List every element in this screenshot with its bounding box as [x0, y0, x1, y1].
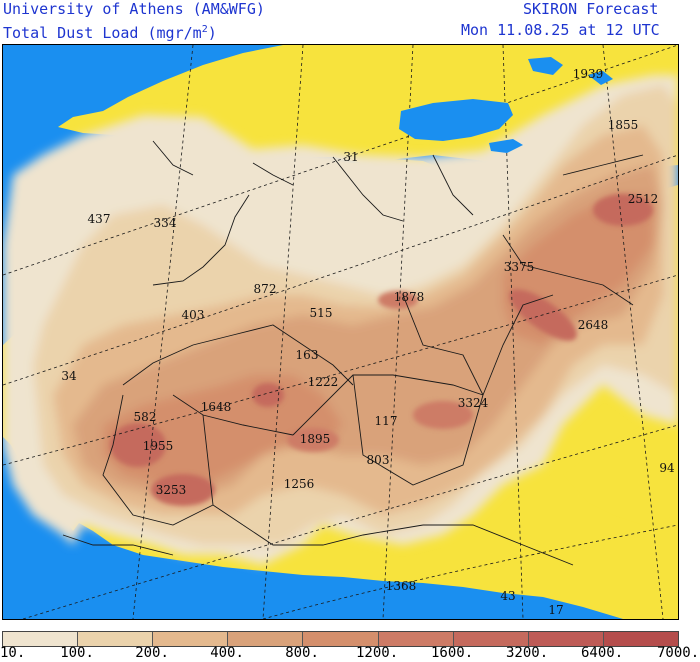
- map-value-label: 117: [375, 414, 398, 428]
- map-value-label: 582: [134, 410, 157, 424]
- map-value-label: 3253: [156, 483, 187, 497]
- dust-level-800: [103, 375, 343, 485]
- map-value-label: 43: [500, 589, 515, 603]
- map-value-label: 2648: [578, 318, 609, 332]
- dust-peak: [252, 383, 284, 407]
- legend-swatch: [378, 632, 454, 646]
- graticule: [3, 45, 678, 619]
- legend-break-label: 1600.: [431, 645, 474, 661]
- map-value-label: 3375: [504, 260, 535, 274]
- legend-break-label: 200.: [135, 645, 169, 661]
- map-value-label: 803: [367, 453, 390, 467]
- legend-swatch: [78, 632, 154, 646]
- map-value-label: 334: [154, 216, 177, 230]
- map-value-label: 1939: [573, 67, 604, 81]
- legend-break-label: 7000.: [657, 645, 700, 661]
- legend-break-label: 10.: [0, 645, 26, 661]
- map-value-label: 1368: [386, 579, 417, 593]
- legend-swatch: [3, 632, 79, 646]
- legend-swatch: [153, 632, 229, 646]
- map-value-label: 17: [548, 603, 563, 617]
- header-institution: University of Athens (AM&WFG): [3, 0, 265, 18]
- legend-break-label: 800.: [285, 645, 319, 661]
- header-model: SKIRON Forecast: [523, 0, 659, 18]
- legend-swatch: [228, 632, 304, 646]
- map-value-label: 34: [61, 369, 77, 383]
- header-valid-time: Mon 11.08.25 at 12 UTC: [461, 21, 660, 39]
- header-product: Total Dust Load (mgr/m2): [3, 20, 217, 43]
- inland-seas: [399, 57, 613, 153]
- legend-swatch: [453, 632, 529, 646]
- map-value-label: 94: [659, 461, 675, 475]
- legend-break-label: 6400.: [581, 645, 624, 661]
- map-value-label: 163: [296, 348, 319, 362]
- dust-peak: [287, 428, 339, 452]
- dust-peak: [593, 194, 653, 226]
- legend-swatch: [303, 632, 379, 646]
- legend-break-label: 100.: [60, 645, 94, 661]
- map-value-label: 437: [88, 212, 111, 226]
- borders: [62, 140, 644, 566]
- map-value-label: 31: [343, 150, 358, 164]
- map-value-label: 1855: [608, 118, 639, 132]
- map-value-label: 3324: [458, 396, 489, 410]
- dust-peak: [151, 474, 215, 506]
- map-value-label: 1222: [308, 375, 339, 389]
- map-value-label: 1955: [143, 439, 174, 453]
- dust-field: [3, 75, 678, 565]
- dust-peak: [413, 401, 473, 429]
- map-value-label: 403: [182, 308, 205, 322]
- legend-break-label: 1200.: [356, 645, 399, 661]
- map-value-label: 1895: [300, 432, 331, 446]
- legend-break-label: 3200.: [506, 645, 549, 661]
- product-close: ): [207, 24, 217, 42]
- product-label: Total Dust Load (mgr/m: [3, 24, 202, 42]
- legend-break-label: 400.: [210, 645, 244, 661]
- dust-load-map: 1939 1855 2512 3375 2648 1878 3324 437 334 872 515…: [2, 44, 679, 620]
- dust-peaks: [110, 194, 653, 506]
- map-value-label: 2512: [628, 192, 659, 206]
- map-value-label: 1256: [284, 477, 315, 491]
- map-value-label: 1878: [394, 290, 425, 304]
- map-value-label: 872: [254, 282, 277, 296]
- map-canvas: 1939 1855 2512 3375 2648 1878 3324 437 334 872 515…: [3, 45, 678, 619]
- dust-peak: [378, 291, 418, 309]
- map-value-label: 515: [310, 306, 333, 320]
- legend-swatch: [603, 632, 678, 646]
- value-labels: 1939 1855 2512 3375 2648 1878 3324 437 334 872 515…: [61, 67, 675, 617]
- map-value-label: 1648: [201, 400, 232, 414]
- color-legend: [2, 631, 679, 647]
- product-superscript: 2: [201, 24, 208, 35]
- legend-swatch: [528, 632, 604, 646]
